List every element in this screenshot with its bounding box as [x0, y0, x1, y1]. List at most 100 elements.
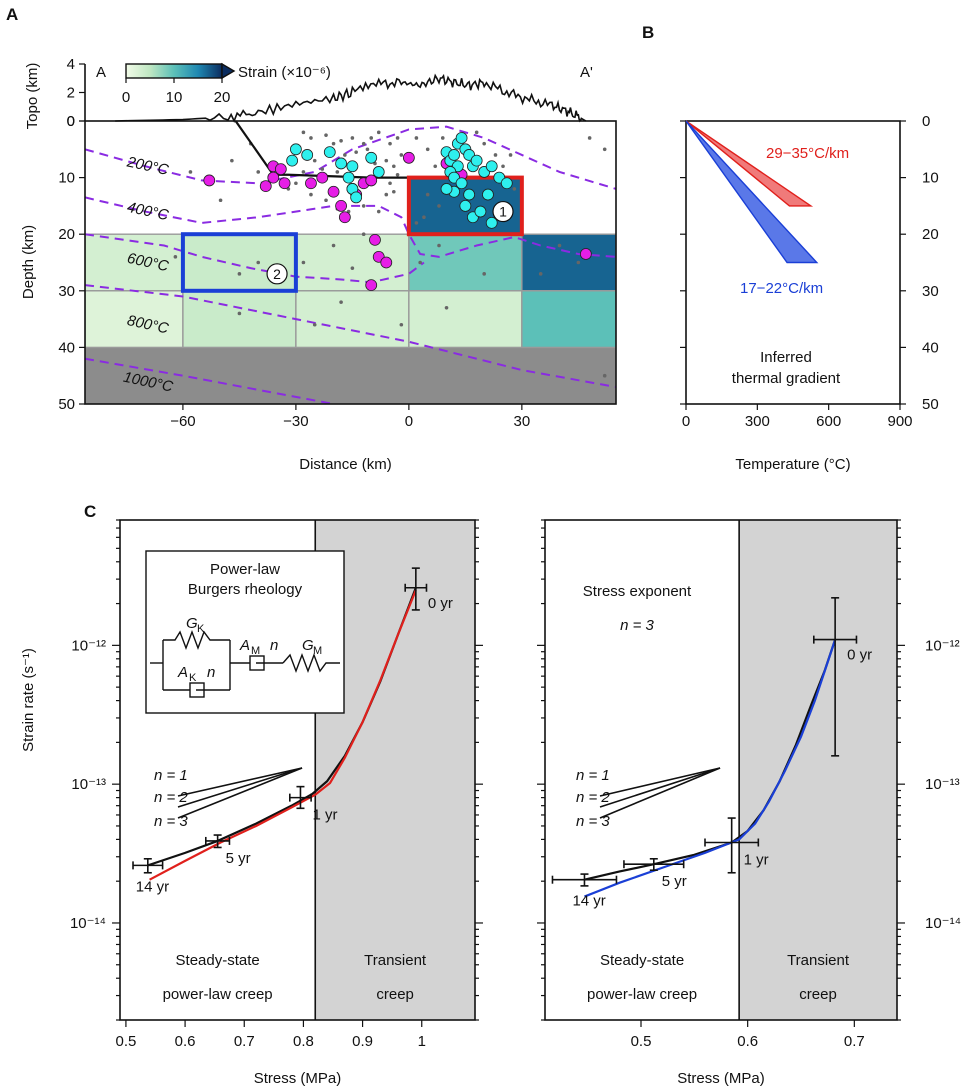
isotherm-line-3: [85, 284, 616, 389]
magenta-quake: [369, 233, 381, 246]
c-x-tick-label: 0.5: [115, 1033, 136, 1050]
slope-guide-1: [177, 767, 303, 797]
region-marker-1: [492, 200, 514, 223]
small-quake: [301, 170, 306, 174]
small-quake: [361, 232, 366, 236]
cyan-quake: [470, 154, 483, 167]
inset-gk-sub: K: [197, 623, 205, 635]
small-quake: [354, 150, 358, 154]
small-quake: [557, 243, 562, 248]
cyan-quake: [455, 132, 468, 144]
small-quake: [395, 172, 400, 177]
small-quake: [512, 187, 517, 191]
small-quake: [301, 260, 306, 265]
panel-letter-c: C: [84, 502, 96, 521]
obs-label-0yr: 0 yr: [847, 647, 872, 664]
small-quake: [324, 198, 328, 203]
c-x-tick-label: 0.5: [631, 1033, 652, 1050]
topography-profile: [115, 73, 587, 124]
small-quake: [294, 181, 298, 186]
small-quake: [474, 130, 479, 135]
small-quake: [361, 141, 366, 146]
magenta-quake: [259, 180, 272, 192]
panel-c-right: n = 1 n = 2 n = 3 14 yr 5 yr 1 yr 0 yr 0.5 0.6 0.…: [537, 519, 961, 1087]
topo-axis-label: Topo (km): [24, 63, 41, 130]
small-quake: [418, 260, 422, 265]
b-x-axis-label: Temperature (°C): [735, 456, 850, 473]
inset-gm-sub: M: [313, 645, 322, 657]
cyan-quake: [365, 151, 378, 164]
topo-tick-label: 2: [67, 85, 75, 102]
colorbar-label: Strain (×10⁻⁶): [238, 64, 331, 81]
small-quake: [602, 373, 607, 378]
magenta-quake: [365, 174, 378, 187]
cyan-quake: [459, 199, 472, 212]
cyan-quake: [482, 188, 494, 201]
gradient-wedge-0: [685, 120, 814, 207]
strain-cell-8: [295, 290, 410, 349]
c-x-tick-label: 0.9: [352, 1033, 373, 1050]
model-curve-fit: [149, 589, 417, 881]
burgers-rheology-inset: Power-law Burgers rheology G K A M n G M…: [145, 550, 345, 714]
magenta-quake: [338, 211, 351, 224]
small-quake: [493, 153, 498, 157]
small-quake: [312, 158, 317, 163]
steady-state-label-2: power-law creep: [587, 986, 697, 1003]
small-quake: [433, 164, 438, 169]
c-y-tick-label: 10⁻¹³: [925, 776, 960, 793]
gradient-label-cold: 17−22°C/km: [740, 280, 823, 297]
small-quake: [440, 136, 445, 140]
small-quake: [392, 189, 396, 194]
strain-cell-5: [521, 233, 616, 292]
region-box-2: [180, 232, 298, 293]
small-quake: [324, 133, 328, 137]
x-tick-label: 0: [405, 413, 413, 430]
gradient-wedge-1: [685, 120, 819, 264]
inset-ak-sub: K: [189, 672, 197, 684]
c-x-tick-label: 0.6: [175, 1033, 196, 1050]
slope-label-1: n = 1: [576, 767, 610, 784]
stress-exponent-label: Stress exponent: [583, 583, 692, 600]
small-quake: [392, 164, 396, 169]
small-quake: [376, 209, 381, 214]
small-quake: [309, 192, 313, 197]
isotherm-line-0: [85, 125, 616, 190]
small-quake: [425, 147, 430, 152]
obs-label-1yr: 1 yr: [312, 807, 337, 824]
obs-label-14yr: 14 yr: [572, 893, 605, 910]
c-y-tick-label: 10⁻¹³: [71, 776, 106, 793]
inset-n-label: n: [270, 637, 278, 654]
small-quake: [414, 136, 419, 140]
magenta-quake: [274, 163, 287, 176]
region-number-2: 2: [273, 266, 281, 282]
inset-title-2: Burgers rheology: [188, 581, 303, 598]
small-quake: [237, 311, 242, 316]
topo-tick-label: 4: [67, 56, 75, 73]
c-x-axis-label: Stress (MPa): [254, 1070, 342, 1087]
small-quake: [369, 136, 374, 140]
magenta-quake: [365, 279, 378, 292]
small-quake: [361, 204, 366, 208]
magenta-quake: [327, 185, 340, 198]
small-quake: [339, 139, 343, 143]
thermal-gradient-title-2: thermal gradient: [732, 370, 841, 387]
cyan-quake: [372, 166, 385, 178]
small-quake: [331, 243, 336, 248]
small-quake: [256, 260, 261, 265]
obs-label-0yr: 0 yr: [428, 595, 453, 612]
small-quake: [587, 136, 592, 140]
panel-letter-a: A: [6, 5, 18, 24]
slope-label-3: n = 3: [154, 813, 188, 830]
cyan-quake: [301, 149, 314, 161]
inset-gk-label: G: [186, 615, 198, 632]
region-marker-2: [266, 263, 288, 285]
small-quake: [376, 130, 381, 135]
small-quake: [399, 322, 404, 327]
gradient-label-hot: 29−35°C/km: [766, 145, 849, 162]
small-quake: [365, 147, 370, 152]
obs-label-14yr: 14 yr: [136, 878, 169, 895]
b-y-tick-label: 20: [922, 226, 939, 243]
small-quake: [188, 170, 193, 174]
c-x-tick-label: 0.7: [234, 1033, 255, 1050]
